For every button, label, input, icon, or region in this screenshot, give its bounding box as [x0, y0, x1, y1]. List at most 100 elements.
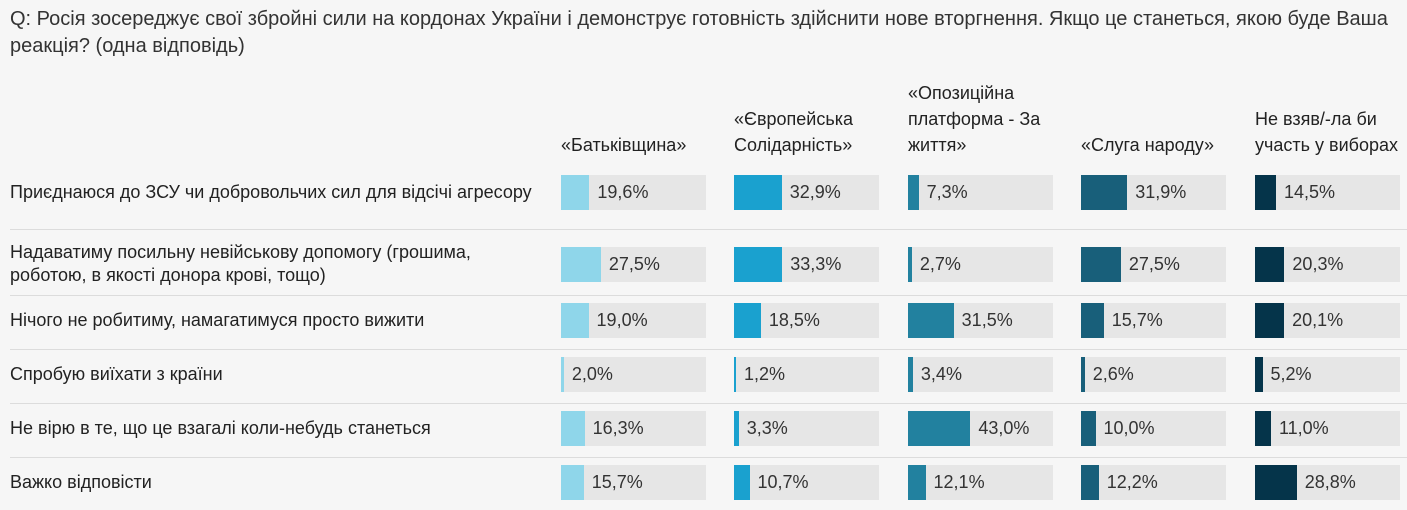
row-label: Приєднаюся до ЗСУ чи добровольчих сил дл…	[10, 181, 532, 202]
bar-track: 16,3%	[561, 411, 706, 446]
data-label: 11,0%	[1278, 418, 1329, 438]
bar	[1255, 303, 1285, 338]
data-label: 14,5%	[1284, 182, 1336, 202]
bar-track: 2,6%	[1081, 357, 1226, 392]
bar-track: 19,0%	[561, 303, 706, 338]
column-header: «Батьківщина»	[561, 135, 687, 155]
bar-track: 11,0%	[1255, 411, 1400, 446]
bar-track: 18,5%	[734, 303, 879, 338]
row-divider	[10, 295, 1407, 296]
bar-track: 15,7%	[561, 465, 706, 500]
data-label: 1,2%	[744, 364, 786, 384]
row-divider	[10, 457, 1407, 458]
data-label: 3,3%	[746, 418, 788, 438]
bar-track: 31,9%	[1081, 175, 1226, 210]
bar-track: 33,3%	[734, 247, 879, 282]
row-divider	[10, 229, 1407, 230]
data-label: 12,2%	[1106, 472, 1158, 492]
bar	[1255, 357, 1263, 392]
bar	[1255, 411, 1271, 446]
data-label: 27,5%	[608, 254, 660, 274]
bar-track: 28,8%	[1255, 465, 1400, 500]
bar-track: 31,5%	[908, 303, 1053, 338]
data-label: 2,6%	[1092, 364, 1134, 384]
bar	[908, 175, 919, 210]
data-label: 10,0%	[1103, 418, 1155, 438]
data-label: 2,7%	[919, 254, 961, 274]
bar-track: 7,3%	[908, 175, 1053, 210]
bar	[734, 465, 750, 500]
data-label: 43,0%	[978, 418, 1030, 438]
row-label: Не вірю в те, що це взагалі коли-небудь …	[10, 417, 431, 438]
bar-track: 3,3%	[734, 411, 879, 446]
column-header: «Опозиційна платформа - За життя»	[908, 83, 1041, 155]
bar	[1081, 357, 1085, 392]
bar	[1081, 175, 1128, 210]
bar-track: 15,7%	[1081, 303, 1226, 338]
bar	[734, 175, 782, 210]
data-label: 19,0%	[596, 310, 648, 330]
data-label: 5,2%	[1270, 364, 1312, 384]
bar	[1255, 175, 1277, 210]
row-divider	[10, 349, 1407, 350]
bar	[561, 357, 564, 392]
bar	[908, 357, 913, 392]
bar-track: 5,2%	[1255, 357, 1400, 392]
bar-track: 10,0%	[1081, 411, 1226, 446]
bar	[561, 303, 589, 338]
bar-track: 12,1%	[908, 465, 1053, 500]
row-label: Нічого не робитиму, намагатимуся просто …	[10, 309, 425, 330]
bar	[1081, 465, 1099, 500]
bar-track: 20,3%	[1255, 247, 1400, 282]
bar	[908, 247, 912, 282]
data-label: 19,6%	[597, 182, 649, 202]
bar-track: 2,0%	[561, 357, 706, 392]
data-label: 32,9%	[789, 182, 841, 202]
bar-track: 3,4%	[908, 357, 1053, 392]
bar-track: 20,1%	[1255, 303, 1400, 338]
bar-track: 10,7%	[734, 465, 879, 500]
data-label: 15,7%	[1111, 310, 1163, 330]
data-label: 3,4%	[920, 364, 962, 384]
bar	[1081, 411, 1096, 446]
bar	[561, 175, 590, 210]
data-label: 7,3%	[926, 182, 968, 202]
bar	[734, 357, 736, 392]
data-label: 16,3%	[592, 418, 644, 438]
bar	[1255, 247, 1285, 282]
data-label: 31,5%	[961, 310, 1013, 330]
bar	[734, 247, 783, 282]
data-label: 33,3%	[790, 254, 842, 274]
data-label: 18,5%	[768, 310, 820, 330]
data-label: 27,5%	[1128, 254, 1180, 274]
data-label: 10,7%	[757, 472, 809, 492]
data-label: 20,1%	[1292, 310, 1344, 330]
column-header: «Європейська Солідарність»	[734, 109, 854, 155]
bar	[734, 303, 761, 338]
data-label: 31,9%	[1135, 182, 1187, 202]
bar	[908, 303, 954, 338]
data-label: 20,3%	[1292, 254, 1344, 274]
column-header: «Слуга народу»	[1081, 135, 1214, 155]
bar	[1081, 303, 1104, 338]
bar	[561, 247, 601, 282]
data-label: 12,1%	[933, 472, 985, 492]
bar-track: 19,6%	[561, 175, 706, 210]
data-label: 28,8%	[1304, 472, 1356, 492]
bar	[1081, 247, 1121, 282]
row-divider	[10, 403, 1407, 404]
row-label: Надаватиму посильну невійськову допомогу…	[10, 242, 471, 285]
row-label: Спробую виїхати з країни	[10, 363, 223, 384]
bar-track: 27,5%	[1081, 247, 1226, 282]
bar-track: 32,9%	[734, 175, 879, 210]
bar-track: 14,5%	[1255, 175, 1400, 210]
bar	[561, 465, 584, 500]
bar	[908, 411, 971, 446]
bar-track: 27,5%	[561, 247, 706, 282]
column-header: Не взяв/-ла би участь у виборах	[1255, 109, 1398, 155]
bar-track: 2,7%	[908, 247, 1053, 282]
bar-track: 12,2%	[1081, 465, 1226, 500]
question-title: Q: Росія зосереджує свої збройні сили на…	[10, 8, 1388, 57]
bar-track: 43,0%	[908, 411, 1053, 446]
bar	[734, 411, 739, 446]
